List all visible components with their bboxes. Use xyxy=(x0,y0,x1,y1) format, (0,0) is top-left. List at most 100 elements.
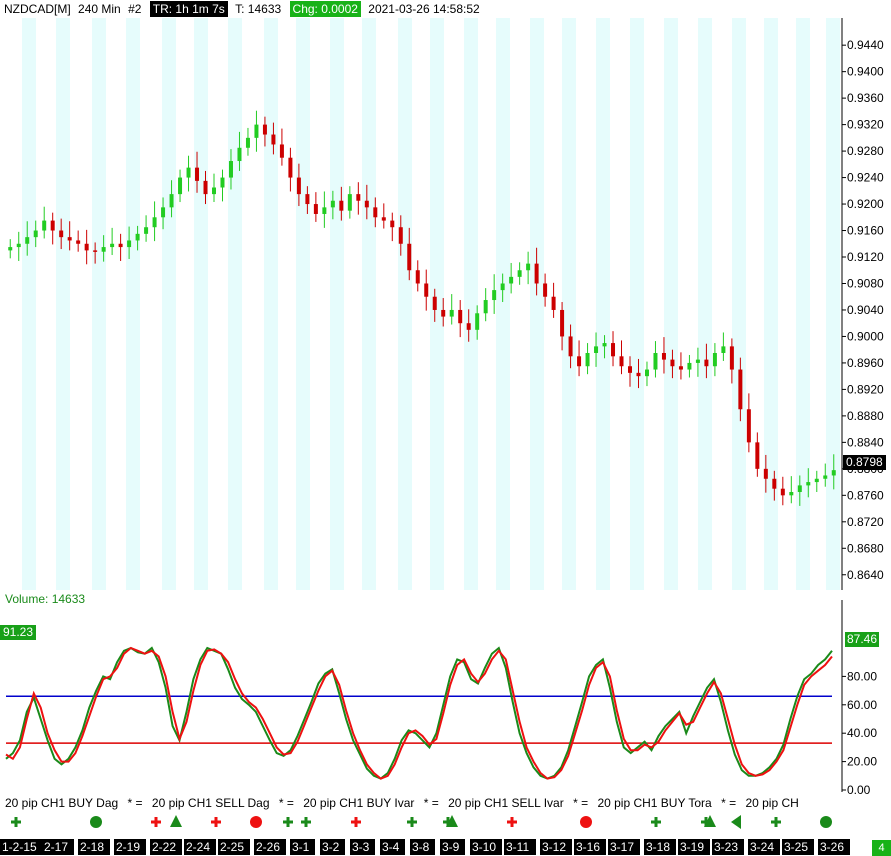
candle-body xyxy=(763,468,768,479)
candle-body xyxy=(33,230,38,238)
date-tick-label: 3-11 xyxy=(506,840,529,854)
corner-badge: 4 xyxy=(872,840,891,856)
candle-body xyxy=(347,194,352,211)
session-band xyxy=(430,18,444,590)
oscillator-tick-label: 20.00 xyxy=(847,755,877,769)
date-label-bg xyxy=(608,839,640,855)
candle-body xyxy=(509,276,514,284)
candle-body xyxy=(424,283,429,297)
candle-body xyxy=(195,167,200,181)
candle-body xyxy=(831,470,836,476)
price-tick-label: 0.9400 xyxy=(847,65,884,79)
candle-body xyxy=(364,200,369,208)
legend-item: * = xyxy=(127,796,143,810)
candle-body xyxy=(313,204,318,214)
interval-label: 240 Min xyxy=(78,2,121,16)
date-label-bg xyxy=(114,839,146,855)
oscillator-tick-label: 80.00 xyxy=(847,669,877,683)
candle-body xyxy=(500,283,505,291)
signal-marker xyxy=(731,815,741,829)
date-tick-label: 3-3 xyxy=(352,840,370,854)
candle-body xyxy=(161,207,166,218)
candle-body xyxy=(543,283,548,297)
candle-body xyxy=(560,309,565,337)
candle-body xyxy=(746,409,751,443)
session-band xyxy=(664,18,678,590)
date-tick-label: 2-18 xyxy=(80,840,104,854)
session-band xyxy=(162,18,176,590)
price-tick-label: 0.9200 xyxy=(847,197,884,211)
candle-body xyxy=(127,240,132,248)
price-tick-label: 0.8640 xyxy=(847,568,884,582)
candle-body xyxy=(814,478,819,483)
candle-body xyxy=(186,167,191,178)
candle-body xyxy=(492,290,497,301)
session-band xyxy=(464,18,478,590)
time-remaining-badge: TR: 1h 1m 7s xyxy=(149,1,228,17)
candle-body xyxy=(110,243,115,248)
signal-marker xyxy=(170,815,182,827)
date-label-bg xyxy=(350,839,375,855)
date-tick-label: 3-9 xyxy=(442,840,460,854)
candle-body xyxy=(220,177,225,188)
session-band xyxy=(596,18,610,590)
candle-body xyxy=(59,230,64,238)
session-band xyxy=(826,18,840,590)
candle-body xyxy=(373,207,378,218)
candle-body xyxy=(288,157,293,178)
candle-body xyxy=(271,134,276,145)
candle-body xyxy=(262,124,267,135)
signal-marker xyxy=(651,817,661,827)
date-label-bg xyxy=(818,839,850,855)
candle-body xyxy=(721,346,726,353)
candle-body xyxy=(390,220,395,228)
session-band xyxy=(22,18,36,590)
candle-body xyxy=(780,488,785,496)
session-band xyxy=(562,18,576,590)
signal-marker xyxy=(580,816,592,828)
session-band xyxy=(126,18,140,590)
candle-body xyxy=(653,352,658,370)
date-label-bg xyxy=(184,839,216,855)
candle-body xyxy=(526,263,531,271)
candle-body xyxy=(441,309,446,317)
candle-body xyxy=(415,270,420,284)
signal-marker xyxy=(151,817,161,827)
session-band xyxy=(228,18,242,590)
signal-marker xyxy=(771,817,781,827)
date-tick-label: 3-18 xyxy=(646,840,670,854)
price-tick-label: 0.9320 xyxy=(847,118,884,132)
date-tick-label: 3-25 xyxy=(784,840,808,854)
date-label-bg xyxy=(150,839,182,855)
candle-body xyxy=(738,369,743,410)
session-band xyxy=(630,18,644,590)
candle-body xyxy=(84,243,89,251)
date-tick-label: 2-19 xyxy=(116,840,140,854)
session-band xyxy=(296,18,310,590)
candle-body xyxy=(330,200,335,208)
date-tick-label: 3-10 xyxy=(472,840,496,854)
legend-item: 20 pip CH1 BUY Dag xyxy=(5,796,119,810)
price-tick-label: 0.9160 xyxy=(847,224,884,238)
candle-body xyxy=(432,296,437,310)
candle-body xyxy=(254,124,259,138)
candle-body xyxy=(212,187,216,195)
symbol-label: NZDCAD[M] xyxy=(4,2,71,16)
session-band xyxy=(796,18,810,590)
candle-body xyxy=(687,362,692,370)
legend-item: * = xyxy=(278,796,294,810)
date-tick-label: 3-1 xyxy=(292,840,310,854)
price-tick-label: 0.9080 xyxy=(847,276,884,290)
session-band xyxy=(398,18,412,590)
legend-item: 20 pip CH1 SELL Ivar xyxy=(448,796,564,810)
candle-body xyxy=(76,240,81,244)
candle-body xyxy=(577,356,582,367)
date-tick-label: 3-24 xyxy=(750,840,774,854)
signal-marker xyxy=(820,816,832,828)
candle-body xyxy=(93,250,98,252)
candle-body xyxy=(144,227,149,234)
candle-body xyxy=(458,309,463,324)
candle-body xyxy=(67,237,72,241)
session-band xyxy=(530,18,544,590)
